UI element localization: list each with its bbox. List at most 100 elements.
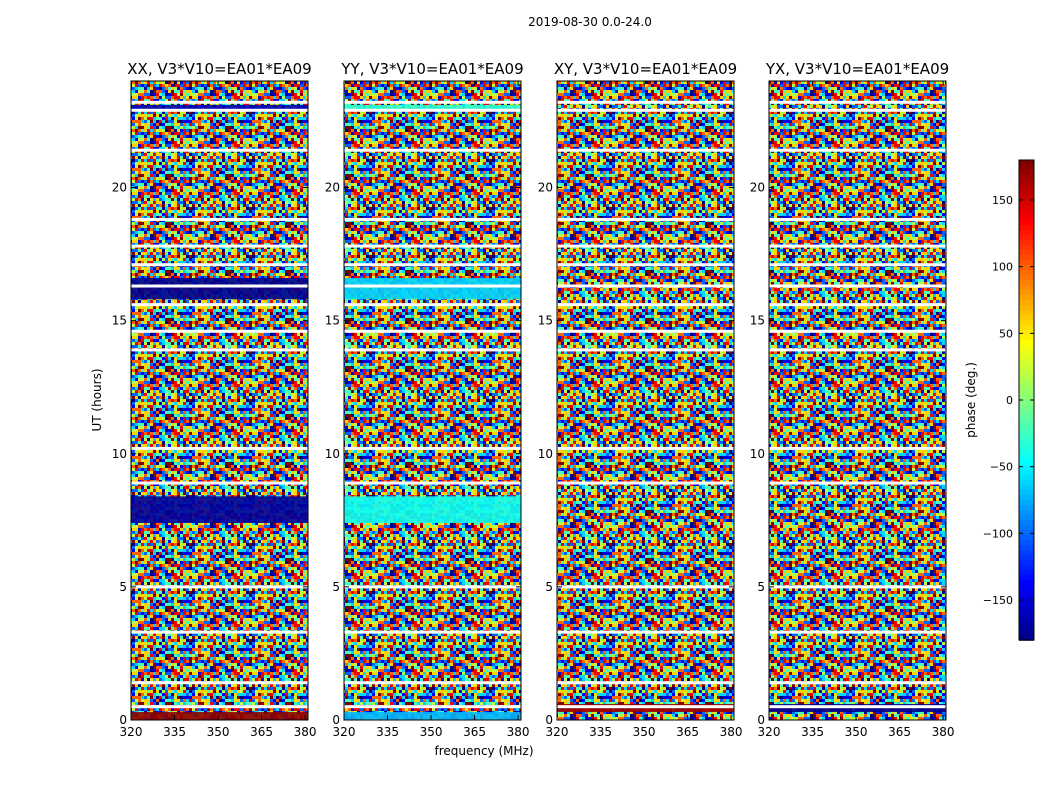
- colorbar-swatch: [1019, 365, 1034, 371]
- colorbar-tick-label: 0: [1006, 394, 1013, 407]
- panel-title: YX, V3*V10=EA01*EA09: [765, 60, 949, 78]
- x-tick-label: 335: [376, 725, 399, 739]
- colorbar-swatch: [1019, 220, 1034, 226]
- panel-frame: [130, 80, 309, 721]
- flagged-row: [557, 585, 734, 589]
- colorbar-swatch: [1019, 260, 1034, 266]
- flagged-row: [557, 329, 734, 333]
- flagged-row: [557, 263, 734, 267]
- y-tick-label: 0: [332, 713, 340, 727]
- colorbar-swatch: [1019, 405, 1034, 411]
- y-tick-label: 15: [750, 314, 765, 328]
- colorbar-swatch: [1019, 440, 1034, 446]
- flagged-row: [344, 585, 521, 589]
- colorbar-swatch: [1019, 590, 1034, 596]
- colorbar-swatch: [1019, 315, 1034, 321]
- colorbar-tick-label: −100: [983, 527, 1013, 540]
- figure-title: 2019-08-30 0.0-24.0: [528, 15, 652, 29]
- colorbar-swatch: [1019, 310, 1034, 316]
- x-tick-label: 320: [120, 725, 143, 739]
- colorbar-swatch: [1019, 185, 1034, 191]
- panel-yx: YX, V3*V10=EA01*EA09 320 335 350 365 380 0 5 10 1…: [750, 60, 955, 739]
- flagged-row: [344, 329, 521, 333]
- colorbar-swatch: [1019, 465, 1034, 471]
- colorbar-swatch: [1019, 225, 1034, 231]
- x-tick-label: 350: [207, 725, 230, 739]
- colorbar-swatch: [1019, 520, 1034, 526]
- flagged-row: [769, 100, 946, 104]
- flagged-row: [344, 348, 521, 352]
- colorbar-tick-label: 100: [992, 261, 1013, 274]
- phase-noise-field: [131, 81, 308, 720]
- colorbar-swatch: [1019, 420, 1034, 426]
- colorbar-swatch: [1019, 165, 1034, 171]
- y-tick-label: 20: [538, 181, 553, 195]
- coherent-phase-band: [344, 278, 521, 300]
- coherent-phase-band: [344, 104, 521, 111]
- x-tick-label: 350: [420, 725, 443, 739]
- colorbar-swatch: [1019, 525, 1034, 531]
- x-tick-label: 365: [463, 725, 486, 739]
- colorbar-swatch: [1019, 470, 1034, 476]
- phase-noise-field: [344, 81, 521, 720]
- flagged-row: [769, 585, 946, 589]
- y-tick-label: 20: [750, 181, 765, 195]
- colorbar-swatch: [1019, 560, 1034, 566]
- colorbar-swatch: [1019, 615, 1034, 621]
- colorbar-swatch: [1019, 190, 1034, 196]
- colorbar-swatch: [1019, 495, 1034, 501]
- x-tick-label: 380: [294, 725, 317, 739]
- x-tick-label: 335: [163, 725, 186, 739]
- flagged-row: [557, 705, 734, 709]
- flagged-row: [344, 446, 521, 450]
- phase-noise-field: [557, 81, 734, 720]
- colorbar-swatch: [1019, 635, 1034, 641]
- colorbar-swatch: [1019, 515, 1034, 521]
- flagged-row: [769, 217, 946, 221]
- x-axis-label: frequency (MHz): [434, 744, 533, 758]
- colorbar-swatch: [1019, 235, 1034, 241]
- flagged-row: [344, 284, 521, 288]
- colorbar-swatch: [1019, 320, 1034, 326]
- coherent-phase-band: [131, 104, 308, 111]
- colorbar-swatch: [1019, 595, 1034, 601]
- colorbar-swatch: [1019, 290, 1034, 296]
- colorbar-swatch: [1019, 490, 1034, 496]
- colorbar-swatch: [1019, 535, 1034, 541]
- colorbar-swatch: [1019, 480, 1034, 486]
- flagged-row: [769, 348, 946, 352]
- colorbar-swatch: [1019, 280, 1034, 286]
- flagged-row: [557, 148, 734, 152]
- coherent-phase-band: [131, 496, 308, 523]
- colorbar-swatch: [1019, 570, 1034, 576]
- phase-noise-field: [769, 81, 946, 720]
- panel-frame: [556, 80, 735, 721]
- colorbar-swatch: [1019, 430, 1034, 436]
- flagged-row: [769, 263, 946, 267]
- coherent-phase-band: [131, 278, 308, 300]
- panel-title: YY, V3*V10=EA01*EA09: [340, 60, 523, 78]
- colorbar-swatch: [1019, 390, 1034, 396]
- coherent-phase-band: [344, 712, 521, 720]
- colorbar-swatch: [1019, 540, 1034, 546]
- colorbar-tick-label: 150: [992, 194, 1013, 207]
- colorbar-swatch: [1019, 175, 1034, 181]
- flagged-row: [769, 446, 946, 450]
- colorbar-swatch: [1019, 250, 1034, 256]
- colorbar-swatch: [1019, 375, 1034, 381]
- colorbar-swatch: [1019, 485, 1034, 491]
- flagged-row: [769, 630, 946, 634]
- colorbar-swatch: [1019, 170, 1034, 176]
- y-tick-label: 10: [325, 447, 340, 461]
- x-tick-label: 365: [250, 725, 273, 739]
- flagged-row: [769, 329, 946, 333]
- colorbar-swatch: [1019, 345, 1034, 351]
- flagged-row: [769, 681, 946, 685]
- colorbar-swatch: [1019, 580, 1034, 586]
- colorbar-swatch: [1019, 630, 1034, 636]
- colorbar-swatch: [1019, 275, 1034, 281]
- flagged-row: [344, 244, 521, 248]
- y-tick-label: 10: [750, 447, 765, 461]
- coherent-phase-band: [344, 496, 521, 523]
